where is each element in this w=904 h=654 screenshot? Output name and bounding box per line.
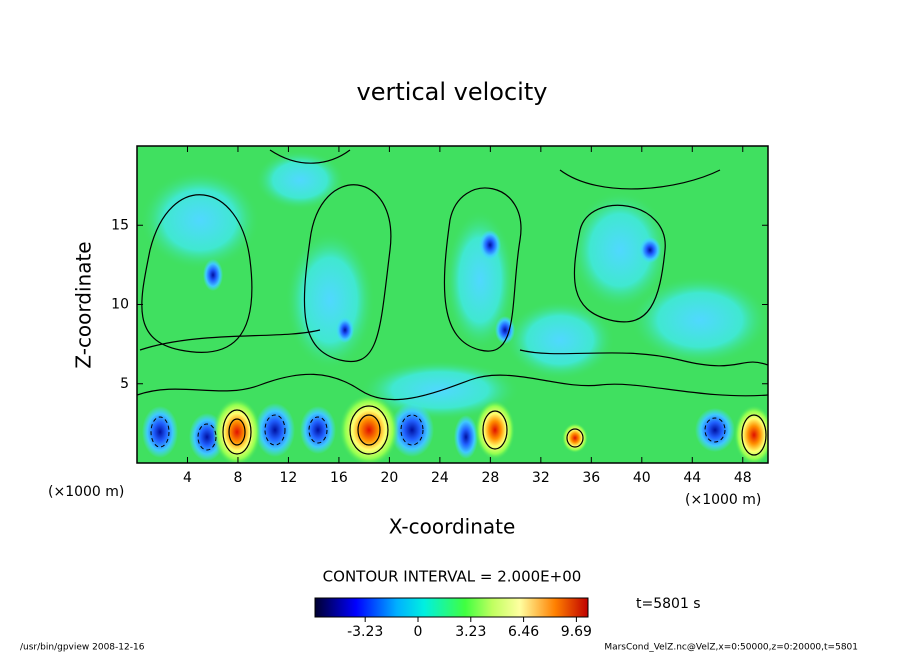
x-tick-label: 4 <box>183 470 192 486</box>
colorbar-tick-label: 0 <box>414 624 423 640</box>
y-tick-label: 15 <box>111 217 129 233</box>
x-unit-label: (×1000 m) <box>685 492 761 508</box>
x-tick-label: 16 <box>330 470 348 486</box>
x-tick-label: 12 <box>280 470 298 486</box>
footer-right: MarsCond_VelZ.nc@VelZ,x=0:50000,z=0:2000… <box>604 643 858 653</box>
y-axis-label: Z-coordinate <box>72 241 96 368</box>
x-tick-label: 40 <box>633 470 651 486</box>
colorbar-tick-label: -3.23 <box>347 624 383 640</box>
colorbar-tick-label: 9.69 <box>561 624 592 640</box>
time-label: t=5801 s <box>636 596 701 612</box>
x-tick-label: 8 <box>233 470 242 486</box>
contour-field <box>137 146 768 463</box>
x-tick-label: 24 <box>431 470 449 486</box>
y-tick-label: 5 <box>120 376 129 392</box>
x-tick-label: 28 <box>481 470 499 486</box>
x-axis-label: X-coordinate <box>389 515 516 539</box>
x-tick-label: 32 <box>532 470 550 486</box>
x-tick-label: 44 <box>683 470 701 486</box>
x-unit-label: (×1000 m) <box>48 484 124 500</box>
contour-interval: CONTOUR INTERVAL = 2.000E+00 <box>323 568 582 586</box>
colorbar <box>314 597 589 618</box>
y-tick-label: 10 <box>111 297 129 313</box>
x-tick-label: 48 <box>734 470 752 486</box>
x-tick-label: 36 <box>582 470 600 486</box>
chart-title: vertical velocity <box>357 78 548 106</box>
colorbar-tick-label: 3.23 <box>455 624 486 640</box>
colorbar-tick-label: 6.46 <box>508 624 539 640</box>
x-tick-label: 20 <box>380 470 398 486</box>
footer-left: /usr/bin/gpview 2008-12-16 <box>20 643 145 653</box>
